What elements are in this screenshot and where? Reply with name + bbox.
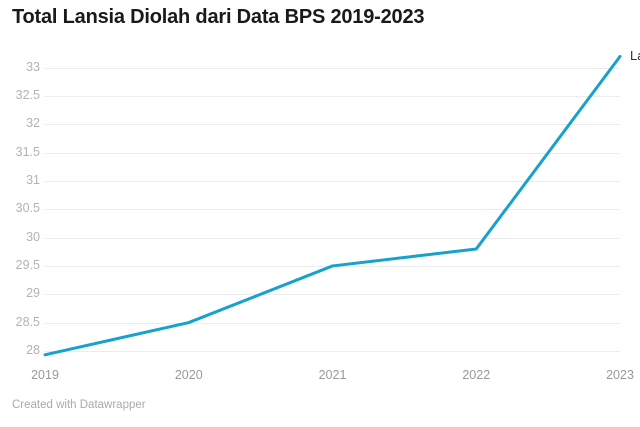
gridline <box>45 152 620 154</box>
gridline <box>45 67 620 69</box>
x-axis-group: 2019 2020 2021 2022 2023 <box>0 368 640 386</box>
gridline <box>45 237 620 239</box>
y-axis-tick-label: 29.5 <box>15 257 40 272</box>
y-axis-tick-label: 30.5 <box>15 201 40 216</box>
series-label-lansia: Lansia <box>630 48 640 64</box>
line-series-svg <box>43 54 622 357</box>
y-axis-tick-label: 28 <box>26 342 40 357</box>
datawrapper-credit: Created with Datawrapper <box>12 399 146 411</box>
gridline <box>45 350 620 352</box>
gridline <box>45 294 620 296</box>
gridline <box>45 124 620 126</box>
y-axis-tick-label: 31 <box>26 173 40 188</box>
x-axis-tick-label: 2022 <box>462 368 491 382</box>
x-axis-tick-label: 2021 <box>318 368 347 382</box>
x-axis-tick-label: 2019 <box>31 368 59 382</box>
y-axis-tick-label: 31.5 <box>15 144 40 159</box>
y-axis-tick-label: 29 <box>26 286 40 301</box>
gridline <box>45 209 620 211</box>
x-axis-tick-label: 2023 <box>606 368 634 382</box>
y-axis-tick-label: 28.5 <box>15 314 40 329</box>
x-axis-tick-label: 2020 <box>174 368 203 382</box>
plot-area: 28 28.5 29 29.5 30 30.5 31 31.5 32 32.5 33 Lansia <box>0 40 640 370</box>
series-line-lansia <box>43 54 622 357</box>
gridline <box>45 181 620 183</box>
y-axis-tick-label: 33 <box>26 59 40 74</box>
y-axis-tick-label: 30 <box>26 229 40 244</box>
y-axis-tick-label: 32 <box>26 116 40 131</box>
page-title: Total Lansia Diolah dari Data BPS 2019-2… <box>12 6 425 28</box>
gridline <box>45 96 620 98</box>
gridline <box>45 322 620 324</box>
y-axis-tick-label: 32.5 <box>15 88 40 103</box>
